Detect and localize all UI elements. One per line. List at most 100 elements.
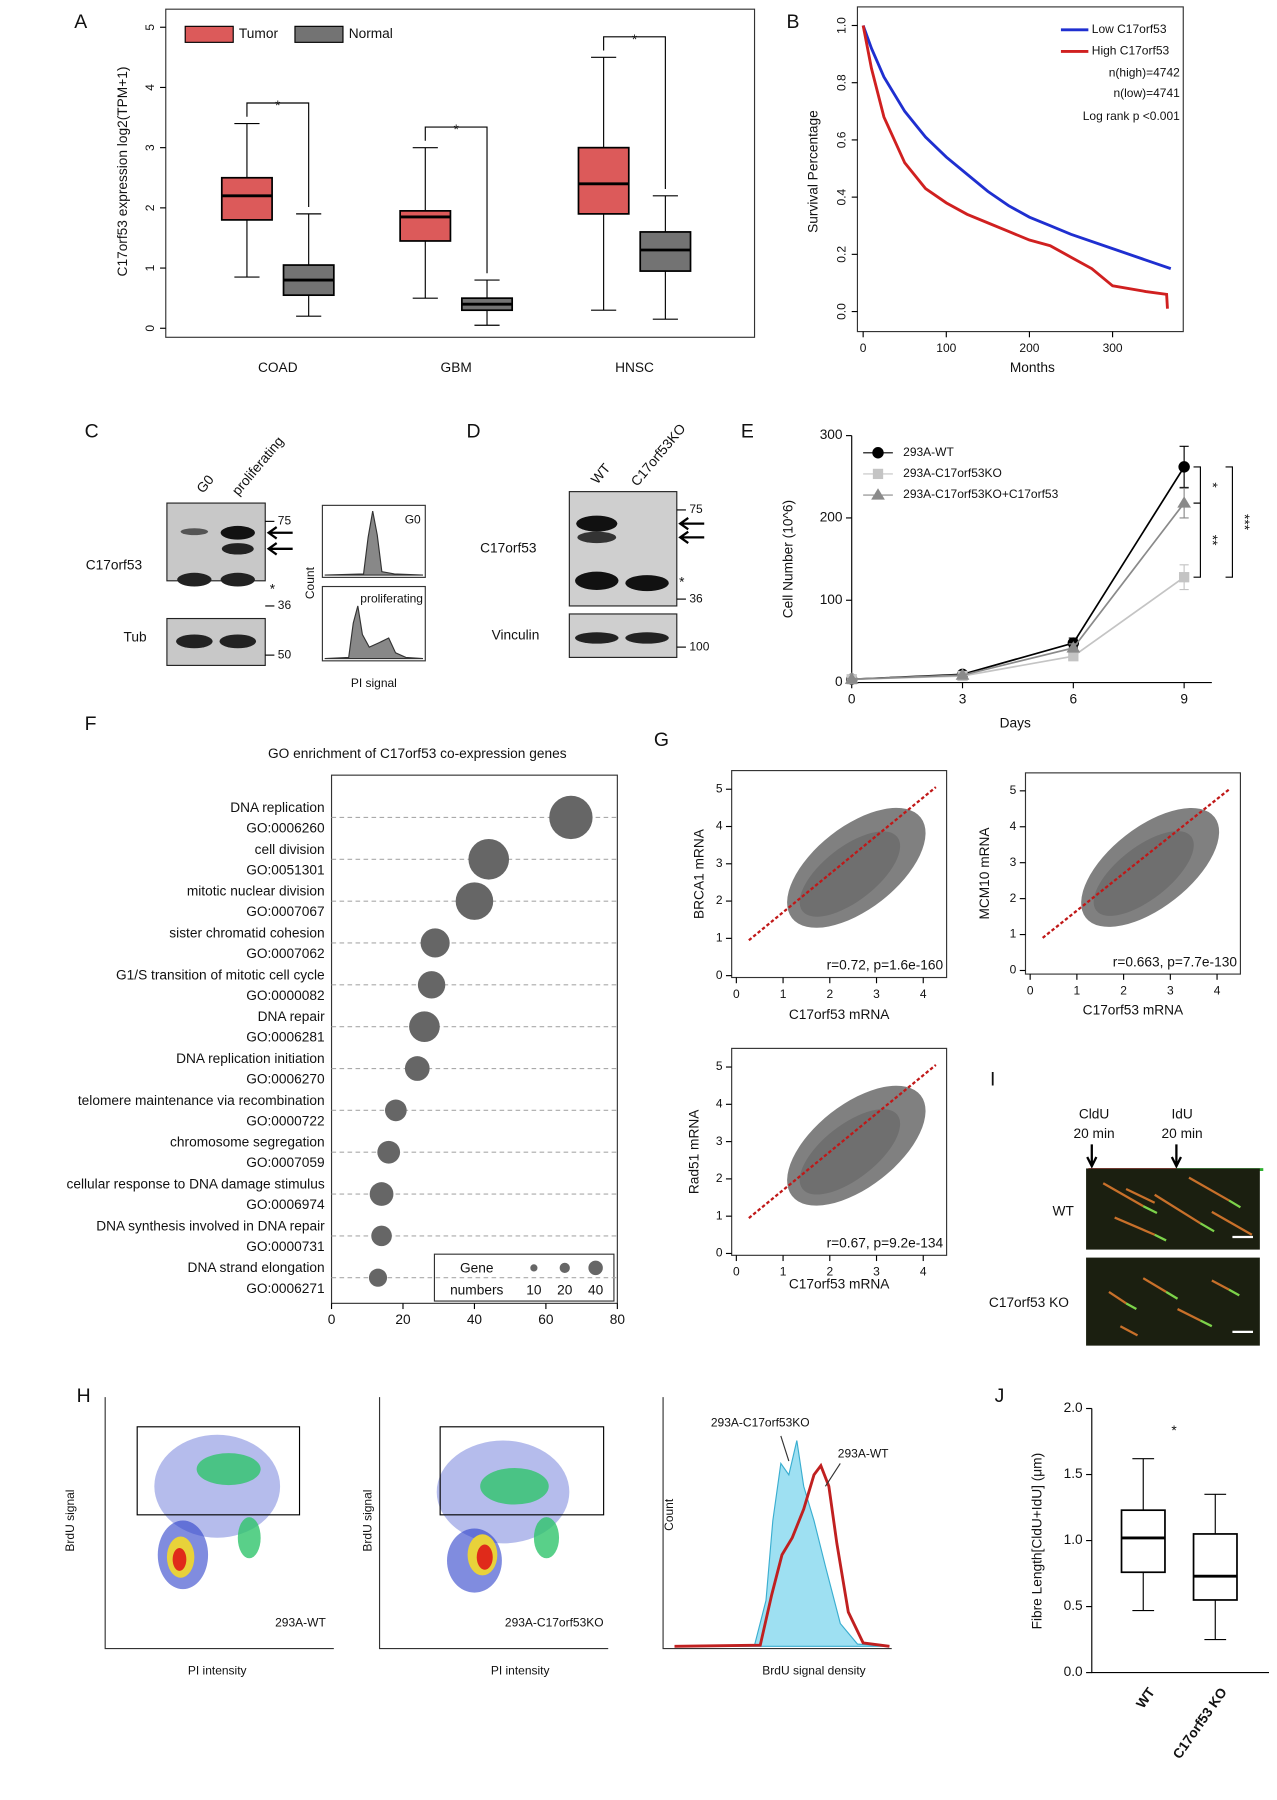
term-label: cell division — [255, 842, 325, 857]
x-tick-label: 200 — [1019, 341, 1039, 355]
legend-size-label: 20 — [557, 1282, 573, 1297]
stat-label: r=0.663, p=7.7e-130 — [1113, 954, 1238, 969]
annotation: n(high)=4742 — [1109, 65, 1180, 79]
bubble — [368, 1268, 388, 1287]
legend-label: 293A-C17orf53KO+C17orf53 — [903, 487, 1058, 501]
series-label: 293A-C17orf53KO — [711, 1416, 810, 1430]
band — [625, 575, 669, 592]
go-id: GO:0006281 — [246, 1030, 324, 1045]
histogram-label: proliferating — [360, 591, 423, 605]
term-label: mitotic nuclear division — [187, 884, 325, 899]
significance: ** — [1205, 535, 1220, 546]
significance-bracket — [1193, 502, 1201, 578]
panel-label: G — [654, 729, 669, 751]
legend-bubble — [559, 1262, 570, 1274]
y-tick-label: 2 — [1010, 891, 1017, 905]
histogram-area — [324, 605, 424, 660]
plot-frame — [731, 1047, 948, 1256]
y-tick-label: 1.5 — [1064, 1466, 1083, 1481]
survival-curve — [861, 25, 1172, 270]
significance: * — [632, 32, 638, 47]
x-tick-label: 2 — [826, 1265, 833, 1279]
bubble — [417, 971, 446, 999]
significance: * — [275, 98, 281, 113]
y-tick-label: 2.0 — [1064, 1400, 1083, 1415]
x-axis-label: C17orf53 mRNA — [789, 1007, 890, 1022]
legend-label: 293A-C17orf53KO — [903, 466, 1002, 480]
row-label: Vinculin — [492, 627, 540, 642]
legend-label: 293A-WT — [903, 445, 954, 459]
y-axis-label: C17orf53 expression log2(TPM+1) — [115, 67, 130, 277]
x-tick-label: 1 — [780, 1265, 787, 1279]
y-tick-label: 0.6 — [835, 131, 849, 148]
x-tick-label: 40 — [467, 1312, 483, 1327]
go-id: GO:0007067 — [246, 904, 324, 919]
significance: * — [1205, 482, 1220, 488]
panel-label: I — [990, 1069, 995, 1091]
y-axis-label: BRCA1 mRNA — [691, 828, 706, 919]
x-tick-label: 0 — [328, 1312, 336, 1327]
x-tick-label: 2 — [1120, 983, 1127, 997]
y-tick-label: 0 — [716, 1246, 723, 1260]
term-label: G1/S transition of mitotic cell cycle — [116, 967, 325, 982]
panel-label: J — [995, 1385, 1005, 1407]
arrow — [678, 516, 705, 545]
y-axis-label: Fibre Length[CldU+IdU] (μm) — [1030, 1453, 1045, 1630]
histogram-frame — [321, 585, 426, 662]
significance-bracket — [1193, 466, 1201, 504]
chart-title: GO enrichment of C17orf53 co-expression … — [268, 746, 567, 761]
x-tick-label: 0 — [860, 341, 867, 355]
lane-label: WT — [588, 460, 614, 486]
point-cloud — [799, 1109, 901, 1195]
y-tick-label: 3 — [716, 856, 723, 870]
pointer — [780, 1435, 841, 1487]
fibres — [1142, 1199, 1242, 1242]
legend-label: Low C17orf53 — [1092, 22, 1167, 36]
legend-title: Gene — [460, 1261, 494, 1276]
plot-frame — [1024, 772, 1241, 975]
band — [220, 572, 255, 587]
lane-label: G0 — [194, 472, 217, 496]
bubble — [371, 1225, 392, 1247]
band — [176, 634, 213, 649]
sample-label: 293A-C17orf53KO — [505, 1616, 604, 1630]
significance-bracket — [424, 126, 488, 274]
significance: *** — [1237, 514, 1252, 531]
x-tick-label: 1 — [1074, 983, 1081, 997]
y-tick-label: 3 — [716, 1134, 723, 1148]
y-axis-label: Cell Number (10^6) — [780, 500, 795, 618]
legend-size-label: 40 — [588, 1282, 604, 1297]
significance-bracket — [1225, 466, 1233, 578]
x-tick-label: C17orf53 KO — [1170, 1685, 1230, 1762]
panel-label: D — [466, 420, 480, 442]
stat-label: r=0.72, p=1.6e-160 — [827, 958, 944, 973]
blot — [166, 502, 266, 582]
axes — [1091, 1408, 1269, 1674]
marker-label: 36 — [278, 598, 292, 612]
x-axis-label: PI intensity — [491, 1664, 550, 1678]
plot-frame — [165, 8, 756, 338]
x-tick-label: GBM — [441, 360, 472, 375]
lane-label: proliferating — [229, 434, 287, 498]
sample-label: C17orf53 KO — [989, 1295, 1069, 1310]
histogram-area — [674, 1440, 890, 1647]
trend-line — [748, 1064, 937, 1219]
significance-bracket — [246, 102, 310, 208]
legend-bubble — [588, 1260, 603, 1276]
fibres — [1125, 1288, 1240, 1328]
y-axis-label: Survival Percentage — [806, 110, 821, 233]
band — [180, 528, 209, 536]
micrograph — [1086, 1257, 1260, 1346]
y-tick-label: 1 — [716, 1208, 723, 1222]
trend-line — [748, 786, 937, 942]
bubble — [549, 795, 593, 840]
y-tick-label: 200 — [820, 510, 843, 525]
x-axis-label: Days — [1000, 715, 1031, 730]
x-tick-label: 0 — [733, 987, 740, 1001]
legend-marker — [872, 447, 884, 459]
y-tick-label: 2 — [143, 204, 157, 211]
x-tick-label: 2 — [826, 987, 833, 1001]
bubble — [404, 1056, 430, 1081]
point — [1178, 461, 1190, 473]
y-tick-label: 300 — [820, 427, 843, 442]
